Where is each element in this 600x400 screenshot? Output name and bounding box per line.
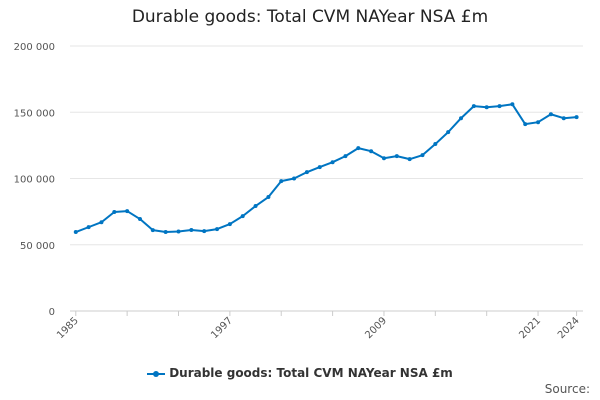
data-point (215, 227, 220, 232)
data-point (240, 214, 245, 219)
x-tick-label: 1985 (55, 315, 81, 341)
data-point (484, 105, 489, 110)
legend[interactable]: Durable goods: Total CVM NAYear NSA £m (0, 366, 600, 380)
data-point (510, 102, 515, 107)
y-tick-label: 0 (49, 307, 55, 318)
data-point (407, 157, 412, 162)
y-tick-label: 50 000 (20, 241, 55, 252)
data-point (86, 225, 91, 230)
data-point (356, 146, 361, 151)
data-point (548, 112, 553, 117)
data-point (125, 209, 130, 214)
data-point (317, 165, 322, 170)
data-point (497, 104, 502, 109)
data-point (459, 116, 464, 121)
x-tick-label: 1997 (209, 315, 235, 341)
data-point (99, 220, 104, 225)
data-point (292, 176, 297, 181)
data-point (381, 156, 386, 161)
data-point (420, 153, 425, 158)
data-point (73, 230, 78, 235)
data-point (253, 204, 258, 209)
data-point (471, 104, 476, 109)
data-point (176, 229, 181, 234)
data-point (330, 160, 335, 165)
data-point (202, 229, 207, 234)
data-point (304, 170, 309, 175)
x-tick-label: 2024 (556, 315, 582, 341)
data-point (150, 228, 155, 233)
data-point (137, 217, 142, 222)
data-point (279, 179, 284, 184)
data-point (446, 130, 451, 135)
data-point (574, 115, 579, 120)
x-tick-label: 2009 (363, 315, 389, 341)
data-point (561, 116, 566, 121)
data-point (266, 195, 271, 200)
y-tick-label: 100 000 (14, 175, 55, 186)
data-point (112, 210, 117, 215)
source-label: Source: (544, 382, 590, 396)
data-point (227, 222, 232, 227)
data-point (163, 230, 168, 235)
chart-title: Durable goods: Total CVM NAYear NSA £m (131, 7, 489, 27)
data-point (523, 122, 528, 127)
y-tick-label: 150 000 (14, 108, 55, 119)
data-point (343, 154, 348, 159)
data-point (394, 154, 399, 159)
x-tick-label: 2021 (517, 315, 543, 341)
legend-label: Durable goods: Total CVM NAYear NSA £m (169, 366, 453, 380)
data-point (369, 149, 374, 154)
legend-swatch (147, 370, 166, 377)
data-point (189, 228, 194, 233)
y-tick-label: 200 000 (14, 42, 55, 53)
data-point (433, 142, 438, 147)
series-line (75, 103, 577, 234)
data-point (536, 120, 541, 125)
